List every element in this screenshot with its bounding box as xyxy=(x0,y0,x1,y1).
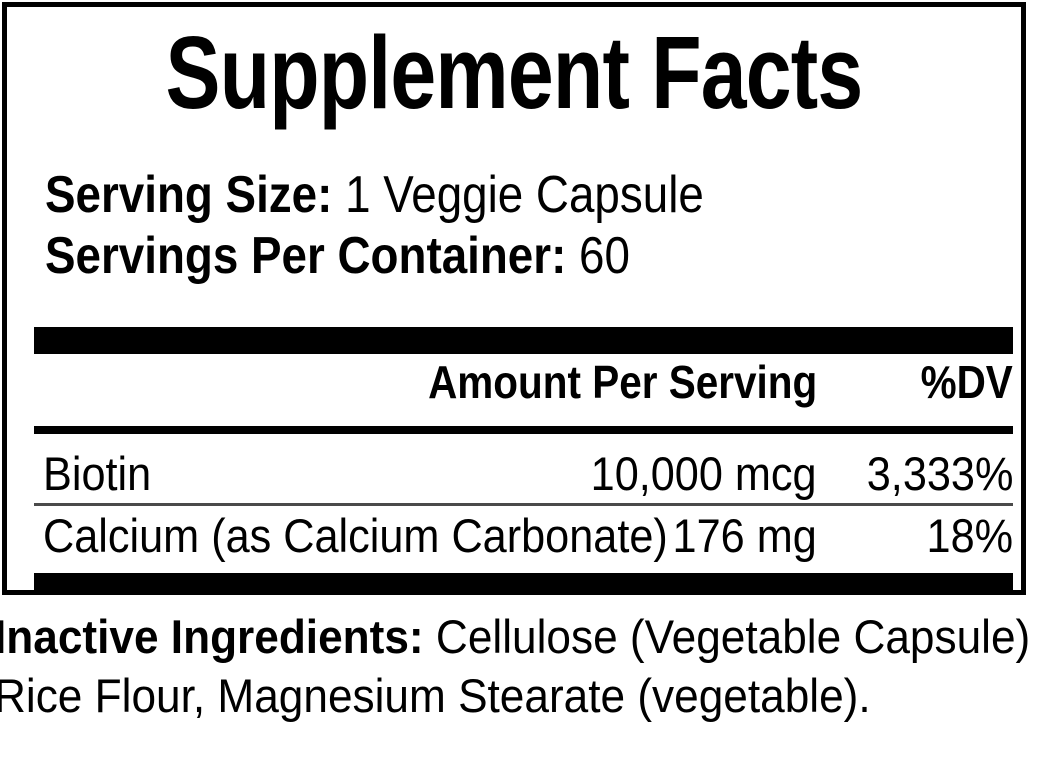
rule-thick-top xyxy=(34,327,1013,354)
nutrient-daily-value: 3,333% xyxy=(866,447,1013,500)
serving-size-value: 1 Veggie Capsule xyxy=(345,166,704,224)
inactive-ingredients-value-1: Cellulose (Vegetable Capsule) xyxy=(435,610,1031,663)
table-row: Calcium (as Calcium Carbonate) 176 mg 18… xyxy=(34,512,1013,572)
rule-thick-bottom xyxy=(34,573,1013,590)
nutrient-daily-value: 18% xyxy=(926,509,1013,562)
nutrient-amount: 10,000 mcg xyxy=(591,447,817,500)
amount-per-serving-header: Amount Per Serving xyxy=(427,356,817,408)
table-row: Biotin 10,000 mcg 3,333% xyxy=(34,450,1013,510)
column-header-row: Amount Per Serving %DV xyxy=(34,359,1013,419)
page-title: Supplement Facts xyxy=(165,15,864,130)
inactive-ingredients-block: Inactive Ingredients: Cellulose (Vegetab… xyxy=(0,608,1041,726)
facts-panel: Supplement Facts Serving Size: 1 Veggie … xyxy=(2,2,1026,595)
inactive-ingredients-line-1: Inactive Ingredients: Cellulose (Vegetab… xyxy=(0,608,1030,667)
servings-per-container-label: Servings Per Container: xyxy=(45,227,567,286)
inactive-ingredients-label: Inactive Ingredients: xyxy=(0,610,424,663)
serving-size-label: Serving Size: xyxy=(45,166,333,224)
rule-under-header xyxy=(34,426,1013,434)
servings-per-container-value: 60 xyxy=(579,227,630,286)
rule-hairline-between-rows xyxy=(34,503,1013,506)
serving-size-line: Serving Size: 1 Veggie Capsule xyxy=(45,165,881,226)
serving-info-block: Serving Size: 1 Veggie Capsule Servings … xyxy=(45,165,995,288)
nutrient-name: Biotin xyxy=(43,447,152,500)
nutrient-amount: 176 mg xyxy=(672,509,817,562)
inactive-ingredients-line-2: Rice Flour, Magnesium Stearate (vegetabl… xyxy=(0,667,1000,726)
daily-value-header: %DV xyxy=(920,356,1013,408)
servings-per-container-line: Servings Per Container: 60 xyxy=(45,226,881,287)
nutrient-name: Calcium (as Calcium Carbonate) xyxy=(43,509,668,562)
inactive-ingredients-value-2: Rice Flour, Magnesium Stearate (vegetabl… xyxy=(0,668,871,722)
